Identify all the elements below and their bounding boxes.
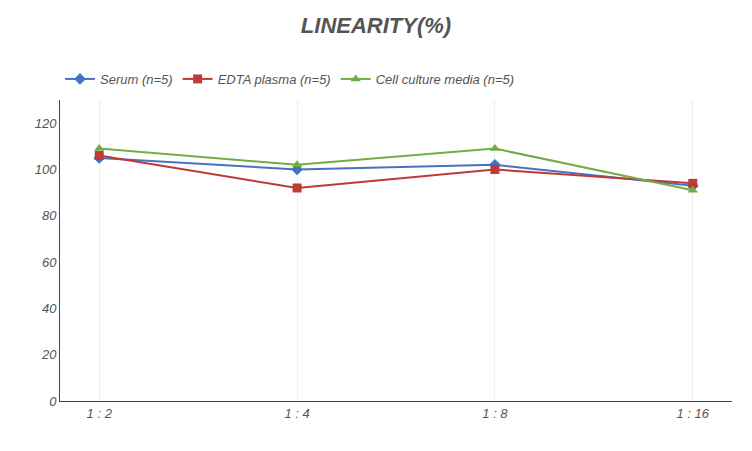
svg-text:80: 80 <box>42 208 57 223</box>
svg-text:1 : 16: 1 : 16 <box>677 406 710 421</box>
svg-text:LINEARITY(%): LINEARITY(%) <box>301 13 451 38</box>
svg-text:40: 40 <box>42 301 57 316</box>
svg-text:0: 0 <box>49 394 57 409</box>
svg-text:1 : 8: 1 : 8 <box>482 406 508 421</box>
svg-text:Serum (n=5): Serum (n=5) <box>100 72 173 87</box>
svg-text:20: 20 <box>41 347 57 362</box>
svg-text:60: 60 <box>42 255 57 270</box>
svg-text:100: 100 <box>35 162 57 177</box>
svg-text:1 : 4: 1 : 4 <box>284 406 309 421</box>
svg-text:120: 120 <box>35 116 57 131</box>
svg-text:EDTA plasma (n=5): EDTA plasma (n=5) <box>218 72 331 87</box>
svg-text:1 : 2: 1 : 2 <box>87 406 113 421</box>
svg-text:Cell culture media (n=5): Cell culture media (n=5) <box>376 72 514 87</box>
